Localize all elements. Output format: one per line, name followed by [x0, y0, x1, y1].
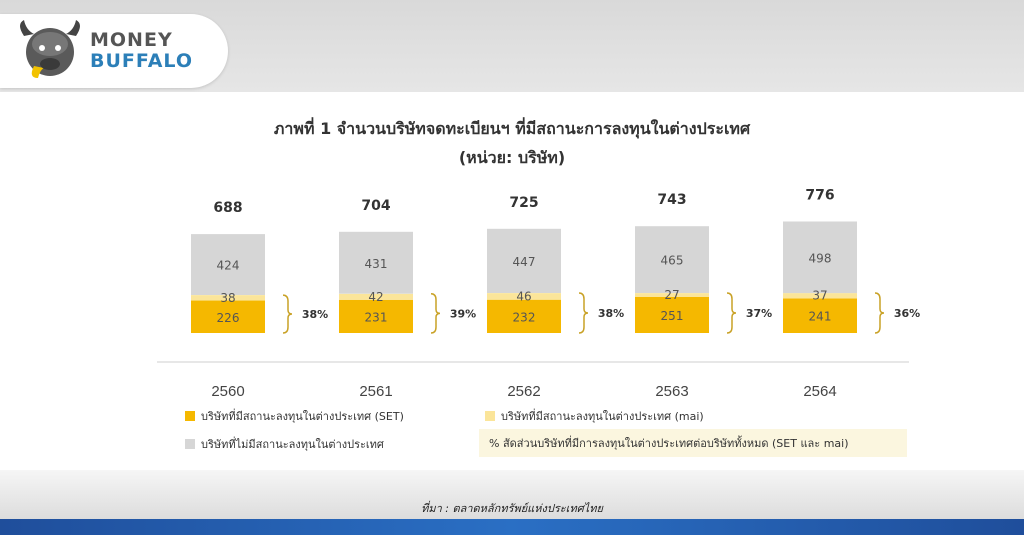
- footer-blue-bar: [0, 519, 1024, 535]
- legend-item-non-foreign: บริษัทที่ไม่มีสถานะลงทุนในต่างประเทศ: [185, 436, 384, 451]
- data-label: 241: [809, 310, 832, 324]
- legend-label: บริษัทที่ไม่มีสถานะลงทุนในต่างประเทศ: [201, 436, 384, 451]
- bar-segment-non-foreign: [487, 228, 561, 293]
- legend-swatch: [185, 411, 195, 421]
- brand-logo[interactable]: MONEY BUFFALO: [0, 14, 228, 88]
- data-label: 251: [661, 309, 684, 323]
- bar-segment-mai: [191, 295, 265, 301]
- data-label: 424: [217, 259, 240, 273]
- legend-item-mai: บริษัทที่มีสถานะลงทุนในต่างประเทศ (mai): [485, 408, 704, 423]
- total-label: 776: [805, 188, 834, 204]
- data-label: 465: [661, 254, 684, 268]
- percent-brace: [726, 292, 737, 334]
- bar-segment-non-foreign: [339, 231, 413, 294]
- legend-label: บริษัทที่มีสถานะลงทุนในต่างประเทศ (SET): [201, 408, 404, 423]
- percent-label: 36%: [894, 307, 920, 320]
- data-label: 42: [368, 290, 383, 304]
- brand-name: MONEY BUFFALO: [90, 30, 193, 72]
- data-label: 27: [664, 288, 679, 302]
- bar-segment-set: [635, 296, 709, 333]
- footer-band: [0, 470, 1024, 520]
- legend-percent-bg: [479, 429, 907, 457]
- legend-swatch: [485, 411, 495, 421]
- bar-group-2560: 226 38 424 688 38% 2560: [191, 200, 328, 400]
- bar-segment-mai: [339, 293, 413, 300]
- chart-subtitle: (หน่วย: บริษัท): [459, 148, 565, 167]
- total-label: 743: [657, 192, 686, 208]
- x-tick-label: 2562: [507, 383, 540, 400]
- x-tick-label: 2563: [655, 383, 688, 400]
- legend-item-percent: % สัดส่วนบริษัทที่มีการลงทุนในต่างประเทศ…: [479, 429, 907, 457]
- bar-group-2561: 231 42 431 704 39% 2561: [339, 198, 476, 400]
- bar-segment-mai: [783, 293, 857, 299]
- x-tick-label: 2560: [211, 383, 244, 400]
- legend-percent-label: % สัดส่วนบริษัทที่มีการลงทุนในต่างประเทศ…: [489, 435, 849, 450]
- bar-segment-mai: [487, 293, 561, 300]
- bar-group-2563: 251 27 465 743 37% 2563: [635, 192, 772, 400]
- x-tick-label: 2561: [359, 383, 392, 400]
- bar-segment-set: [191, 300, 265, 333]
- data-label: 431: [365, 257, 388, 271]
- bar-group-2562: 232 46 447 725 38% 2562: [487, 195, 624, 400]
- bar-segment-mai: [635, 293, 709, 297]
- bar-group-2564: 241 37 498 776 36% 2564: [783, 188, 920, 400]
- legend-label: บริษัทที่มีสถานะลงทุนในต่างประเทศ (mai): [501, 408, 704, 423]
- total-label: 704: [361, 198, 390, 214]
- bar-segment-set: [339, 299, 413, 333]
- legend-swatch: [185, 439, 195, 449]
- percent-label: 38%: [598, 307, 624, 320]
- source-note: ที่มา : ตลาดหลักทรัพย์แห่งประเทศไทย: [421, 502, 603, 515]
- bar-segment-non-foreign: [635, 226, 709, 293]
- data-label: 498: [809, 251, 832, 265]
- bar-segment-set: [783, 298, 857, 333]
- legend: บริษัทที่มีสถานะลงทุนในต่างประเทศ (SET) บ…: [185, 408, 907, 457]
- brand-line-1: MONEY: [90, 29, 173, 51]
- percent-label: 38%: [302, 308, 328, 321]
- percent-brace: [578, 292, 589, 334]
- buffalo-icon: [20, 20, 80, 78]
- stacked-bar-chart: ภาพที่ 1 จำนวนบริษัทจดทะเบียนฯ ที่มีสถาน…: [157, 117, 920, 457]
- data-label: 37: [812, 289, 827, 303]
- data-label: 232: [513, 310, 536, 324]
- percent-brace: [874, 292, 885, 334]
- total-label: 725: [509, 195, 538, 211]
- bar-segment-non-foreign: [191, 234, 265, 295]
- chart-title: ภาพที่ 1 จำนวนบริษัทจดทะเบียนฯ ที่มีสถาน…: [274, 117, 751, 139]
- data-label: 46: [516, 289, 531, 303]
- legend-item-set: บริษัทที่มีสถานะลงทุนในต่างประเทศ (SET): [185, 408, 404, 423]
- bar-segment-non-foreign: [783, 221, 857, 294]
- data-label: 447: [513, 255, 536, 269]
- data-label: 231: [365, 310, 388, 324]
- percent-label: 37%: [746, 307, 772, 320]
- total-label: 688: [213, 200, 242, 216]
- brand-line-2: BUFFALO: [90, 50, 193, 72]
- data-label: 226: [217, 311, 240, 325]
- percent-brace: [282, 294, 293, 334]
- data-label: 38: [220, 291, 235, 305]
- bar-segment-set: [487, 299, 561, 333]
- percent-label: 39%: [450, 307, 476, 320]
- chart-card: ภาพที่ 1 จำนวนบริษัทจดทะเบียนฯ ที่มีสถาน…: [99, 107, 925, 463]
- x-tick-label: 2564: [803, 383, 836, 400]
- bars-layer: 226 38 424 688 38% 2560 231 42 431 704 39% 2561 232 4…: [191, 188, 920, 400]
- percent-brace: [430, 293, 441, 334]
